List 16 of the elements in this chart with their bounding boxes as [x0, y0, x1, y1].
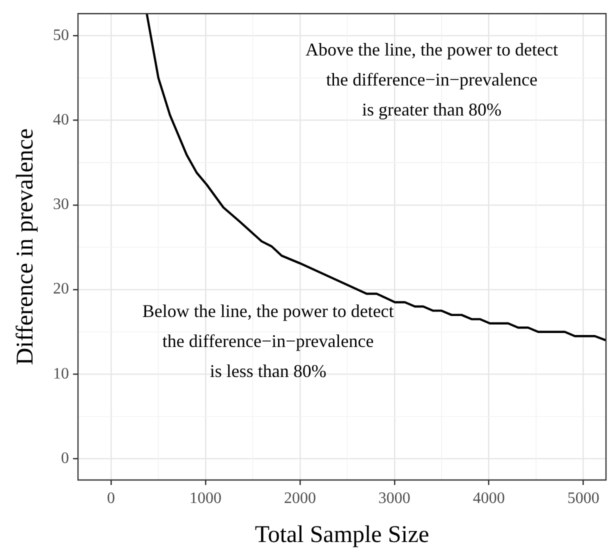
y-tick-label: 0 [61, 450, 69, 468]
y-tick-label: 40 [53, 111, 69, 128]
x-tick-label: 1000 [190, 490, 222, 507]
x-tick-label: 0 [107, 490, 116, 507]
annotation: Above the line, the power to detect the difference−in−prevalence is greater than 80% [306, 40, 558, 120]
x-axis-title: Total Sample Size [254, 522, 430, 548]
y-tick-label: 10 [53, 365, 69, 382]
y-tick-label: 50 [53, 26, 69, 44]
y-tick-label: 20 [53, 280, 69, 298]
y-axis-title: Difference in prevalence [12, 128, 39, 366]
x-tick-label: 4000 [472, 490, 505, 507]
annotation: Below the line, the power to detect the difference−in−prevalence is less than 80% [142, 300, 394, 381]
x-tick-label: 5000 [567, 490, 600, 507]
x-tick-label: 2000 [284, 490, 316, 507]
y-tick-label: 30 [53, 196, 69, 214]
x-tick-label: 3000 [378, 490, 410, 507]
